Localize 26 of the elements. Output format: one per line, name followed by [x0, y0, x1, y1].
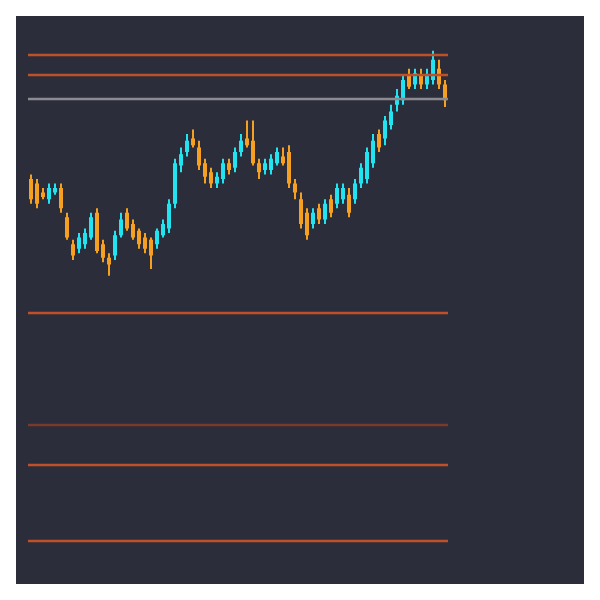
candlestick — [71, 238, 75, 261]
candlestick — [275, 146, 279, 167]
candlestick — [125, 207, 129, 232]
candlestick — [47, 182, 51, 205]
candlestick — [155, 227, 159, 250]
candlestick — [149, 236, 153, 270]
candlestick — [347, 186, 351, 219]
candlestick — [35, 177, 39, 210]
candlestick — [29, 173, 33, 205]
candlestick — [77, 231, 81, 255]
candlestick — [137, 227, 141, 250]
candlestick — [269, 153, 273, 176]
candlestick — [221, 157, 225, 185]
candlestick — [209, 166, 213, 189]
candlestick — [323, 198, 327, 225]
candlestick — [335, 182, 339, 210]
candlestick — [89, 211, 93, 241]
candlestick — [311, 207, 315, 230]
candlestick — [65, 211, 69, 241]
candlestick — [95, 207, 99, 255]
candlestick — [59, 182, 63, 214]
candlestick — [317, 202, 321, 225]
candlestick — [329, 193, 333, 219]
candlestick — [407, 67, 411, 90]
candlestick — [377, 128, 381, 153]
candlestick — [341, 182, 345, 205]
